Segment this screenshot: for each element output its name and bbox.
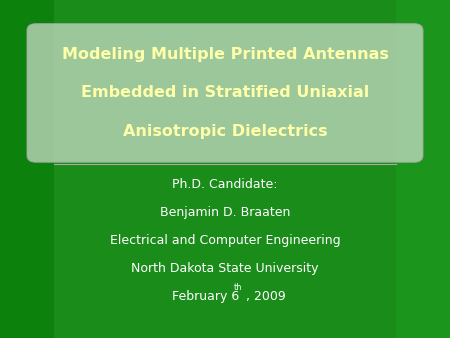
Text: Electrical and Computer Engineering: Electrical and Computer Engineering — [110, 234, 340, 247]
Text: th: th — [234, 284, 243, 292]
Text: Modeling Multiple Printed Antennas: Modeling Multiple Printed Antennas — [62, 47, 388, 62]
Text: February 6: February 6 — [172, 290, 239, 303]
Text: North Dakota State University: North Dakota State University — [131, 262, 319, 275]
FancyBboxPatch shape — [396, 0, 450, 338]
Text: Benjamin D. Braaten: Benjamin D. Braaten — [160, 206, 290, 219]
Text: Anisotropic Dielectrics: Anisotropic Dielectrics — [123, 124, 327, 139]
Text: , 2009: , 2009 — [246, 290, 286, 303]
FancyBboxPatch shape — [27, 24, 423, 162]
FancyBboxPatch shape — [0, 0, 54, 338]
Text: Embedded in Stratified Uniaxial: Embedded in Stratified Uniaxial — [81, 86, 369, 100]
Text: Ph.D. Candidate:: Ph.D. Candidate: — [172, 178, 278, 191]
